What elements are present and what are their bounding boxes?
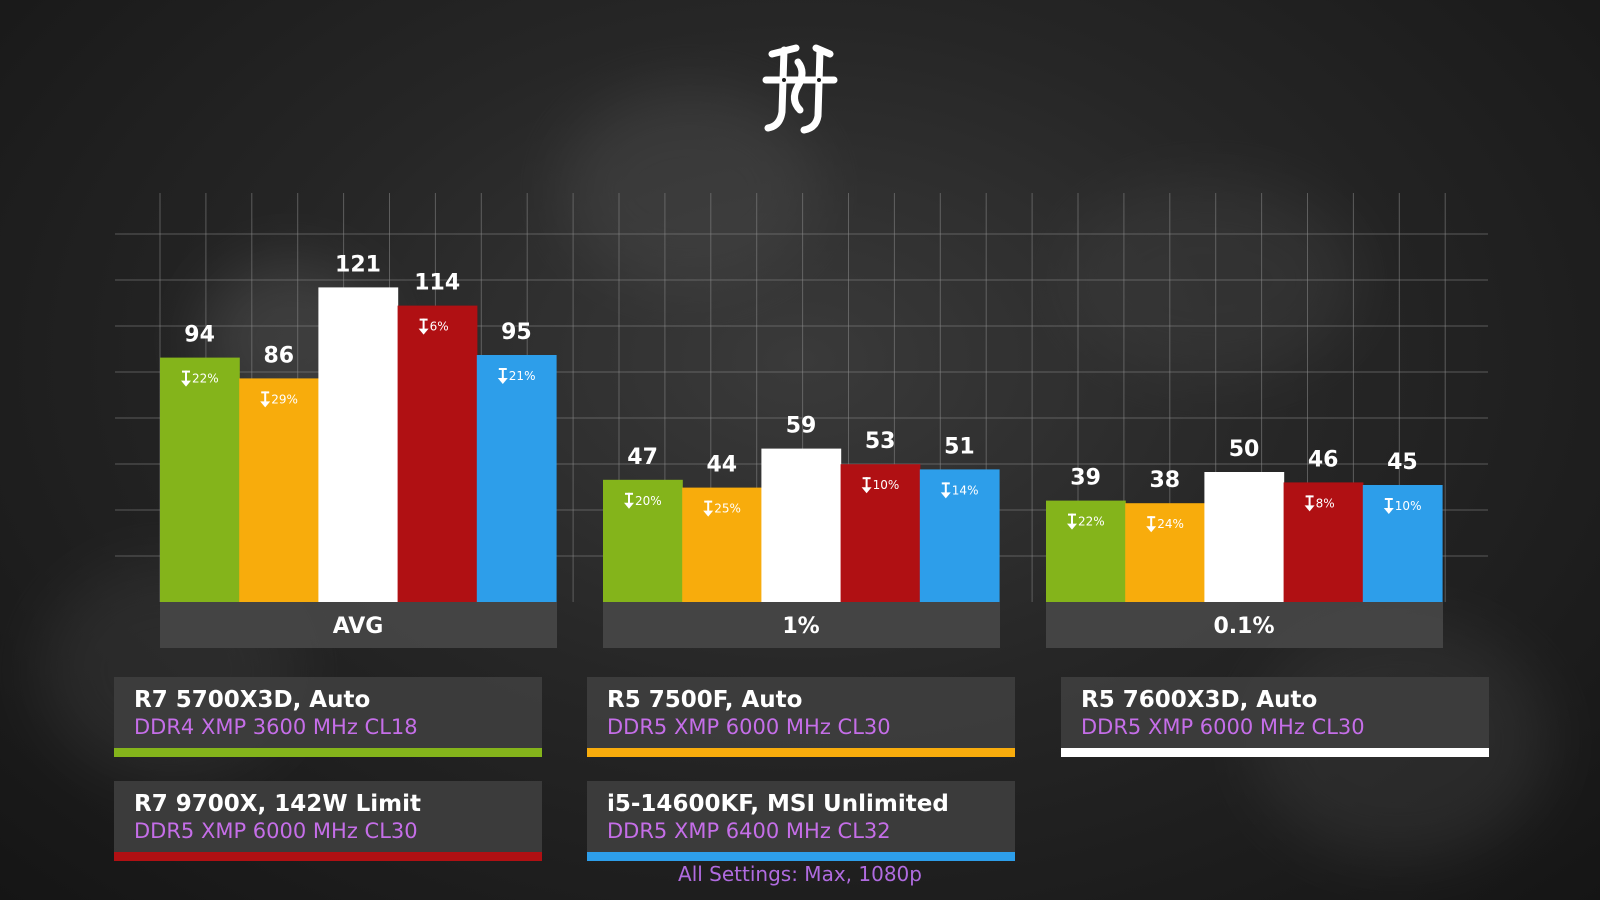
legend-memory-label: DDR5 XMP 6400 MHz CL32 <box>607 819 891 843</box>
bar-value-label: 38 <box>1149 468 1180 493</box>
legend-item: i5-14600KF, MSI Unlimited DDR5 XMP 6400 M… <box>587 781 1015 861</box>
grid-lines <box>115 193 1488 602</box>
bar-delta-label: 6% <box>430 320 449 334</box>
bar <box>761 448 842 602</box>
settings-footnote: All Settings: Max, 1080p <box>678 862 922 886</box>
bar-value-label: 46 <box>1308 447 1339 472</box>
legend-item: R7 5700X3D, Auto DDR4 XMP 3600 MHz CL18 <box>114 677 542 757</box>
legend-item: R7 9700X, 142W Limit DDR5 XMP 6000 MHz CL… <box>114 781 542 861</box>
down-arrow-icon <box>1304 495 1315 512</box>
bar-value-label: 94 <box>184 323 215 348</box>
bar-value-label: 47 <box>627 445 658 470</box>
bar <box>682 487 762 602</box>
down-arrow-icon <box>418 318 429 335</box>
down-arrow-icon <box>703 500 714 517</box>
category-band <box>160 602 557 648</box>
bar-value-label: 86 <box>263 343 294 368</box>
down-arrow-icon <box>1383 498 1394 514</box>
down-arrow-icon <box>497 368 508 384</box>
category-label: 0.1% <box>1213 614 1274 639</box>
bar <box>1125 503 1205 602</box>
legend-memory-label: DDR5 XMP 6000 MHz CL30 <box>1081 715 1365 739</box>
bar-delta-label: 14% <box>952 483 979 497</box>
legend-memory-label: DDR5 XMP 6000 MHz CL30 <box>607 715 891 739</box>
bar <box>919 469 1000 602</box>
down-arrow-icon <box>1146 516 1157 533</box>
legend-cpu-label: R7 5700X3D, Auto <box>134 687 371 713</box>
bar <box>1204 472 1285 602</box>
bar-value-label: 45 <box>1387 450 1418 475</box>
legend-color-swatch <box>1061 748 1489 757</box>
bar-delta-label: 22% <box>192 372 219 386</box>
bar-delta-label: 22% <box>1078 515 1105 529</box>
bar <box>476 355 557 602</box>
legend-color-swatch <box>587 748 1015 757</box>
down-arrow-icon <box>181 370 191 387</box>
bar <box>160 357 240 602</box>
bar-delta-label: 21% <box>509 369 536 383</box>
legend-cpu-label: R7 9700X, 142W Limit <box>134 791 421 817</box>
category-band <box>1046 602 1443 648</box>
bar <box>239 378 319 602</box>
bar <box>1046 500 1126 602</box>
legend-cpu-label: R5 7600X3D, Auto <box>1081 687 1318 713</box>
legend-color-swatch <box>587 852 1015 861</box>
bar-delta-label: 24% <box>1157 517 1184 531</box>
legend-color-swatch <box>114 852 542 861</box>
channel-monogram-logo <box>762 44 838 134</box>
bar-value-label: 121 <box>335 252 381 277</box>
bar-delta-label: 20% <box>635 494 662 508</box>
bar-value-label: 114 <box>414 271 460 296</box>
bar <box>318 287 399 602</box>
bar-value-label: 59 <box>786 414 817 439</box>
down-arrow-icon <box>624 492 634 509</box>
bar-value-label: 39 <box>1070 466 1101 491</box>
legend-memory-label: DDR5 XMP 6000 MHz CL30 <box>134 819 418 843</box>
down-arrow-icon <box>1067 513 1077 530</box>
bar <box>840 464 921 602</box>
down-arrow-icon <box>260 391 271 408</box>
down-arrow-icon <box>861 477 872 494</box>
bar-delta-label: 10% <box>1395 499 1422 513</box>
bar-value-label: 53 <box>865 429 896 454</box>
bar-value-label: 51 <box>944 434 975 459</box>
legend-memory-label: DDR4 XMP 3600 MHz CL18 <box>134 715 418 739</box>
bar <box>1362 485 1443 602</box>
category-label: 1% <box>782 614 819 639</box>
bar-delta-label: 8% <box>1316 496 1335 510</box>
bar-value-label: 44 <box>706 453 737 478</box>
bar <box>1283 482 1364 602</box>
bar <box>603 479 683 602</box>
category-label: AVG <box>333 614 384 639</box>
legend-cpu-label: i5-14600KF, MSI Unlimited <box>607 791 949 817</box>
bar-value-label: 50 <box>1229 437 1260 462</box>
bar <box>397 305 478 602</box>
bar-delta-label: 29% <box>271 392 298 406</box>
legend-item: R5 7600X3D, Auto DDR5 XMP 6000 MHz CL30 <box>1061 677 1489 757</box>
legend-item: R5 7500F, Auto DDR5 XMP 6000 MHz CL30 <box>587 677 1015 757</box>
bar-delta-label: 10% <box>873 478 900 492</box>
bar-delta-label: 25% <box>714 502 741 516</box>
category-band <box>603 602 1000 648</box>
legend-color-swatch <box>114 748 542 757</box>
bar-value-label: 95 <box>501 320 532 345</box>
down-arrow-icon <box>940 482 951 499</box>
legend-cpu-label: R5 7500F, Auto <box>607 687 803 713</box>
